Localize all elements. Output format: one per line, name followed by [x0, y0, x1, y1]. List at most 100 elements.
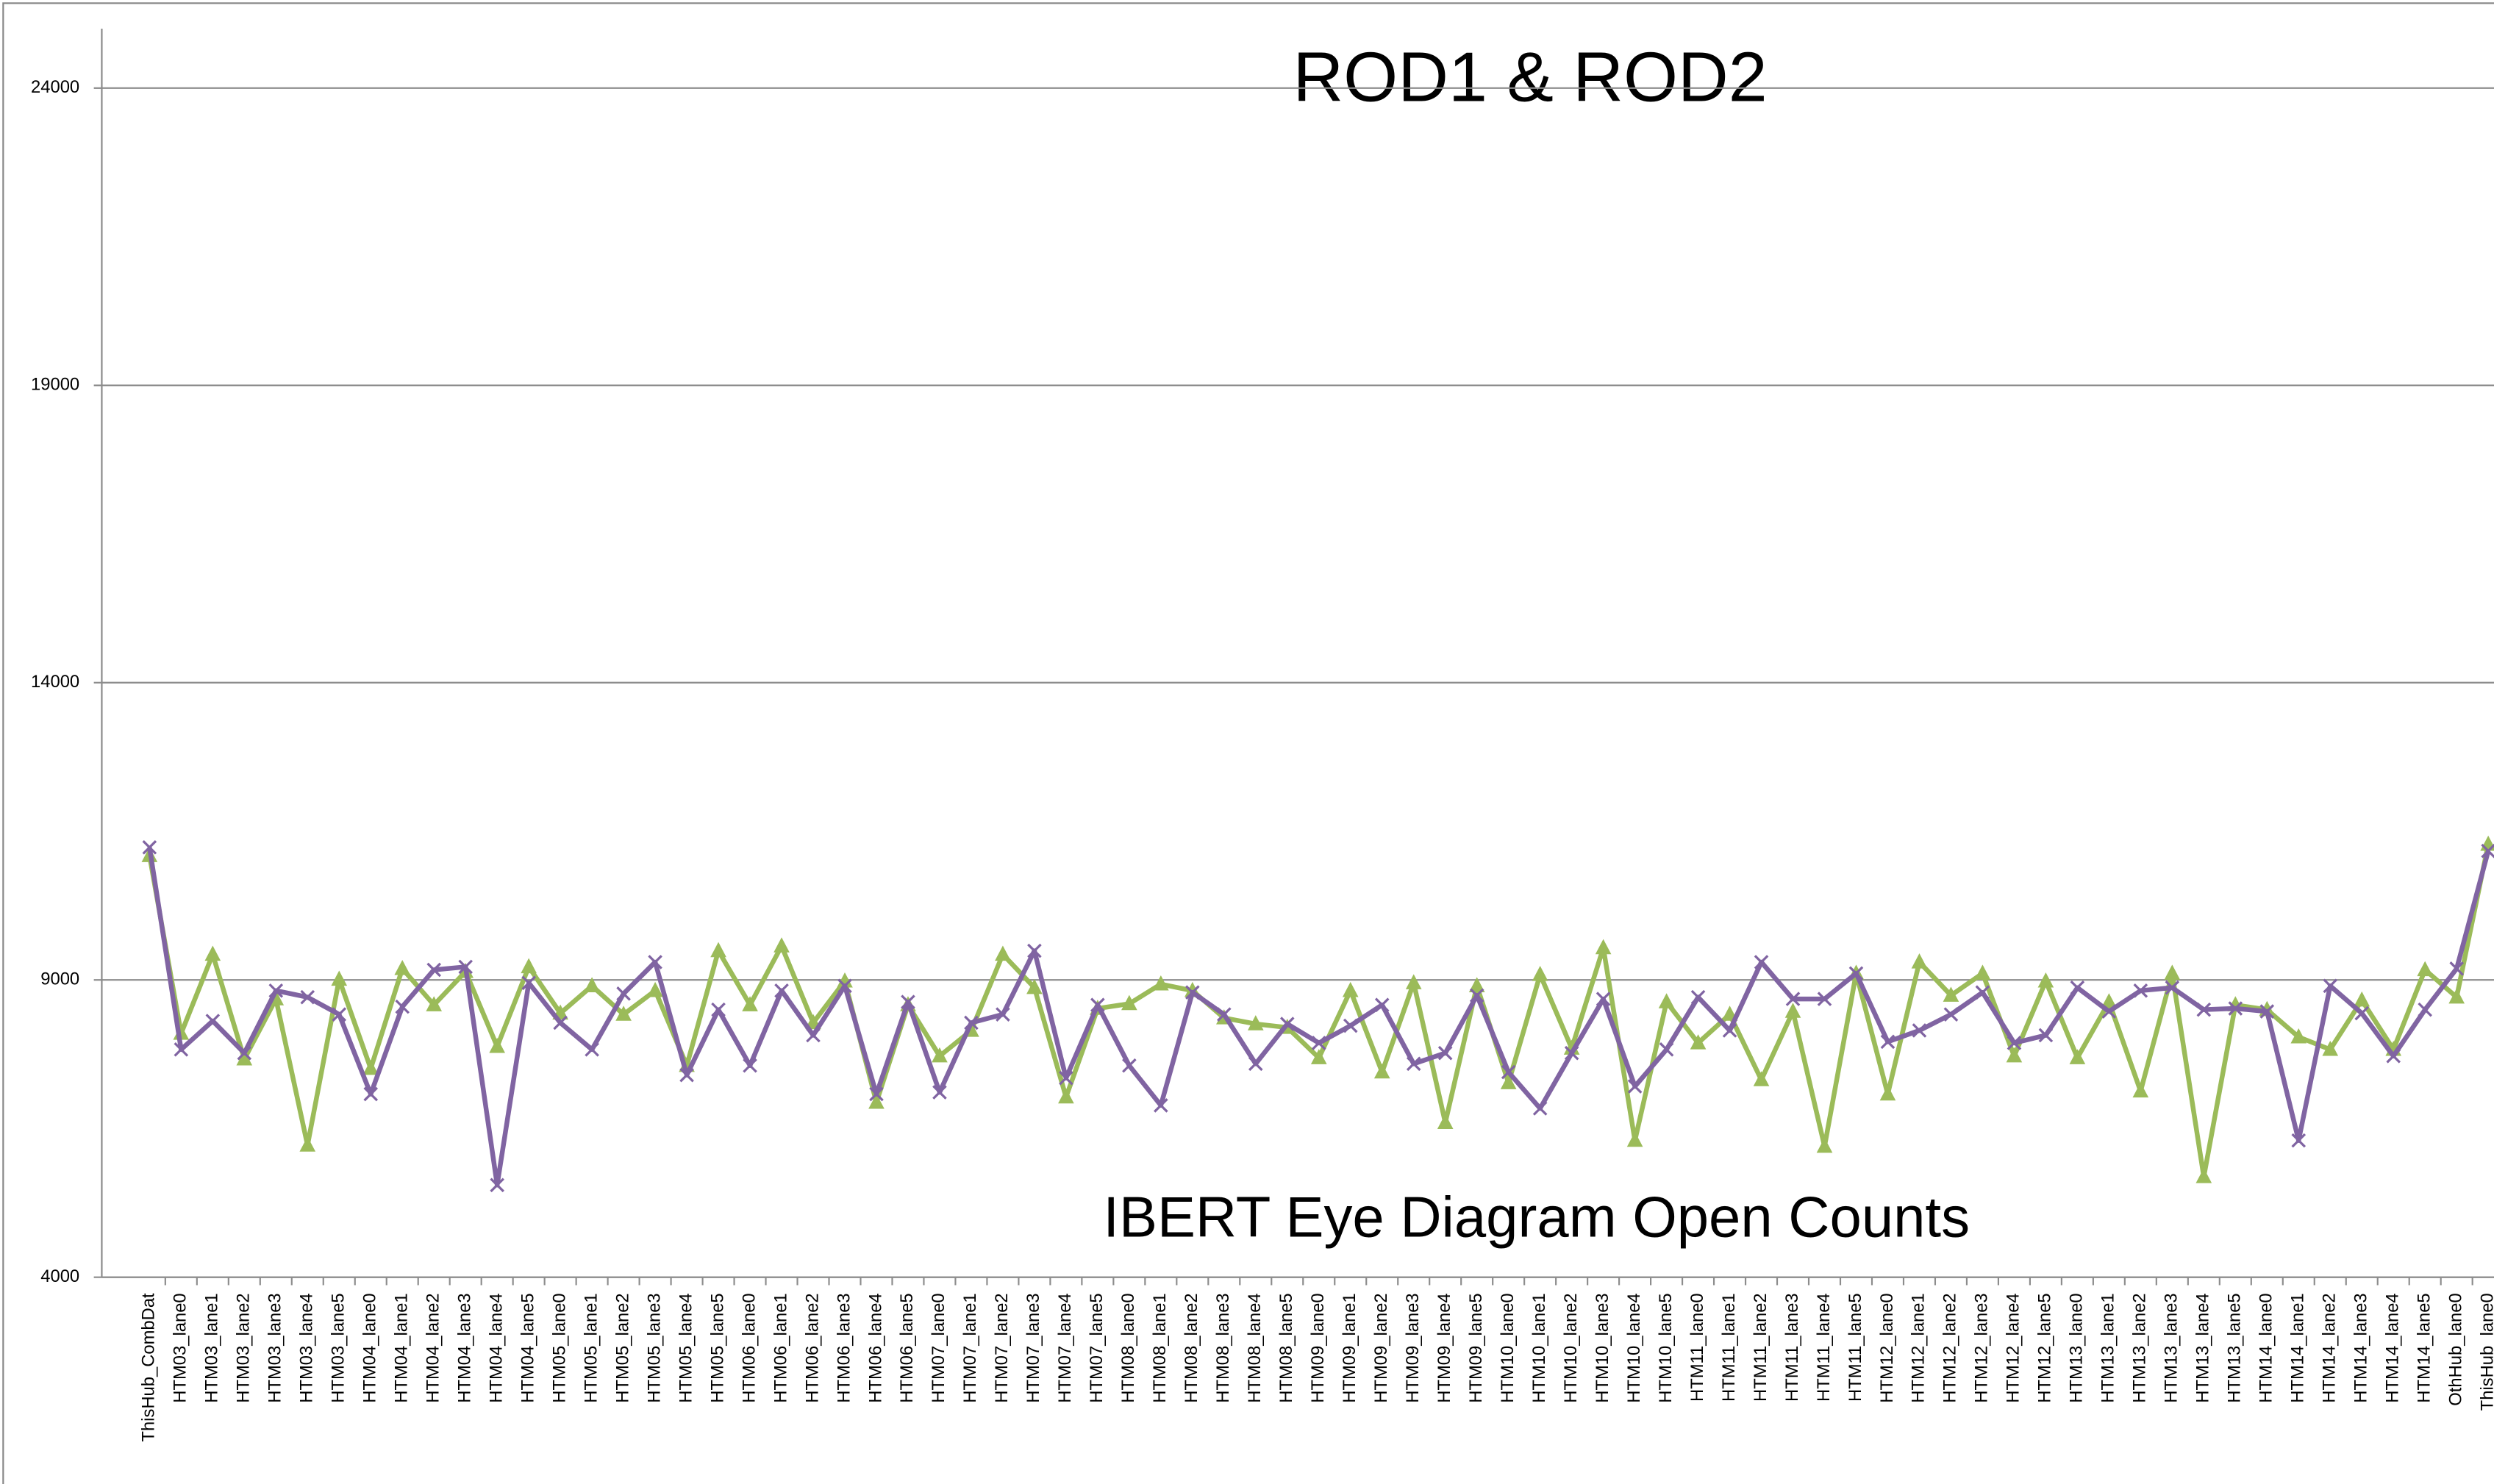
chart-title: ROD1 & ROD2: [1293, 39, 1767, 117]
marker: [394, 959, 411, 975]
marker: [2164, 964, 2181, 980]
marker: [932, 1047, 948, 1063]
marker: [521, 958, 537, 974]
x-tick-label: HTM14_lane5: [2414, 1293, 2434, 1402]
x-tick-label: HTM13_lane2: [2130, 1293, 2150, 1402]
marker: [868, 1093, 885, 1109]
marker: [363, 1086, 379, 1102]
marker: [1690, 1034, 1707, 1050]
marker: [647, 981, 663, 997]
marker: [1027, 943, 1042, 958]
marker: [236, 1050, 253, 1066]
marker: [1817, 992, 1832, 1006]
x-tick-label: HTM07_lane1: [960, 1293, 980, 1402]
marker: [1217, 1007, 1232, 1022]
x-tick-label: HTM07_lane4: [1055, 1293, 1075, 1402]
marker: [932, 1085, 947, 1100]
marker: [300, 989, 315, 1005]
marker: [837, 978, 852, 994]
marker: [710, 942, 726, 958]
marker: [1911, 953, 1928, 969]
marker: [1437, 1045, 1453, 1061]
marker: [1626, 1131, 1643, 1147]
x-tick-label: HTM06_lane5: [897, 1293, 917, 1402]
marker: [2196, 1002, 2212, 1017]
marker: [2354, 991, 2370, 1007]
marker: [1090, 997, 1105, 1012]
marker: [901, 994, 915, 1009]
marker: [1373, 1063, 1390, 1079]
marker: [1247, 1015, 1264, 1030]
x-tick-label: HTM04_lane2: [423, 1293, 443, 1402]
y-tick-label: 24000: [31, 77, 79, 97]
x-tick-label: HTM12_lane3: [1972, 1293, 1992, 1402]
x-tick-label: HTM14_lane4: [2383, 1293, 2403, 1402]
x-tick-label: HTM08_lane5: [1276, 1293, 1296, 1402]
marker: [679, 1067, 694, 1083]
marker: [996, 1007, 1010, 1022]
marker: [1532, 1101, 1548, 1116]
x-tick-label: HTM13_lane3: [2162, 1293, 2182, 1402]
marker: [2038, 1028, 2054, 1043]
x-tick-label: ThisHub_CombDat: [139, 1293, 159, 1442]
marker: [2354, 1006, 2370, 1021]
x-tick-label: HTM11_lane0: [1687, 1293, 1707, 1402]
series-line: [147, 847, 2491, 1188]
marker: [395, 999, 410, 1014]
marker: [1753, 1071, 1770, 1086]
marker: [426, 996, 443, 1011]
marker: [1848, 966, 1864, 981]
marker: [2290, 1028, 2307, 1044]
marker: [237, 1045, 252, 1061]
marker: [1311, 1036, 1326, 1050]
x-tick-label: HTM10_lane0: [1498, 1293, 1518, 1402]
marker: [142, 840, 157, 855]
x-tick-label: HTM12_lane1: [1909, 1293, 1929, 1402]
x-tick-label: HTM06_lane3: [834, 1293, 854, 1402]
annotation: IBERT Eye Diagram Open Counts: [1103, 1185, 1970, 1250]
marker: [2133, 983, 2148, 998]
x-tick-label: HTM07_lane5: [1087, 1293, 1107, 1402]
x-tick-label: ThisHub_lane0: [2477, 1293, 2494, 1410]
x-tick-label: HTM04_lane3: [454, 1293, 474, 1402]
marker: [490, 1177, 504, 1193]
marker: [773, 937, 790, 953]
x-tick-label: HTM04_lane1: [392, 1293, 412, 1402]
x-tick-label: HTM03_lane5: [329, 1293, 349, 1402]
y-tick-label: 4000: [40, 1266, 79, 1286]
x-tick-label: HTM06_lane1: [771, 1293, 790, 1402]
x-tick-label: HTM11_lane2: [1751, 1293, 1771, 1402]
marker: [1816, 1137, 1833, 1153]
marker: [1248, 1056, 1263, 1072]
x-tick-label: HTM09_lane2: [1371, 1293, 1391, 1402]
marker: [331, 970, 348, 986]
x-tick-label: HTM05_lane1: [581, 1293, 601, 1402]
marker: [1405, 974, 1422, 989]
x-tick-label: HTM03_lane2: [234, 1293, 254, 1402]
marker: [2291, 1133, 2307, 1148]
x-tick-label: HTM04_lane0: [360, 1293, 380, 1402]
marker: [1437, 1114, 1454, 1130]
marker: [1690, 989, 1706, 1005]
x-tick-label: HTM13_lane0: [2067, 1293, 2087, 1402]
marker: [585, 1042, 599, 1057]
marker: [426, 962, 442, 978]
marker: [1596, 992, 1611, 1006]
x-tick-label: HTM08_lane4: [1245, 1293, 1265, 1402]
marker: [1343, 1018, 1358, 1033]
marker: [2101, 993, 2118, 1008]
marker: [1279, 1017, 1295, 1031]
x-tick-label: HTM12_lane0: [1877, 1293, 1897, 1402]
marker: [2006, 1047, 2023, 1063]
x-tick-label: HTM08_lane1: [1150, 1293, 1170, 1402]
x-tick-label: HTM03_lane4: [297, 1293, 317, 1402]
x-tick-label: HTM09_lane1: [1340, 1293, 1359, 1402]
marker: [1121, 994, 1137, 1011]
marker: [2228, 1001, 2243, 1016]
x-tick-label: HTM07_lane2: [992, 1293, 1012, 1402]
marker: [742, 996, 758, 1011]
marker: [174, 1042, 189, 1057]
marker: [1153, 975, 1169, 991]
